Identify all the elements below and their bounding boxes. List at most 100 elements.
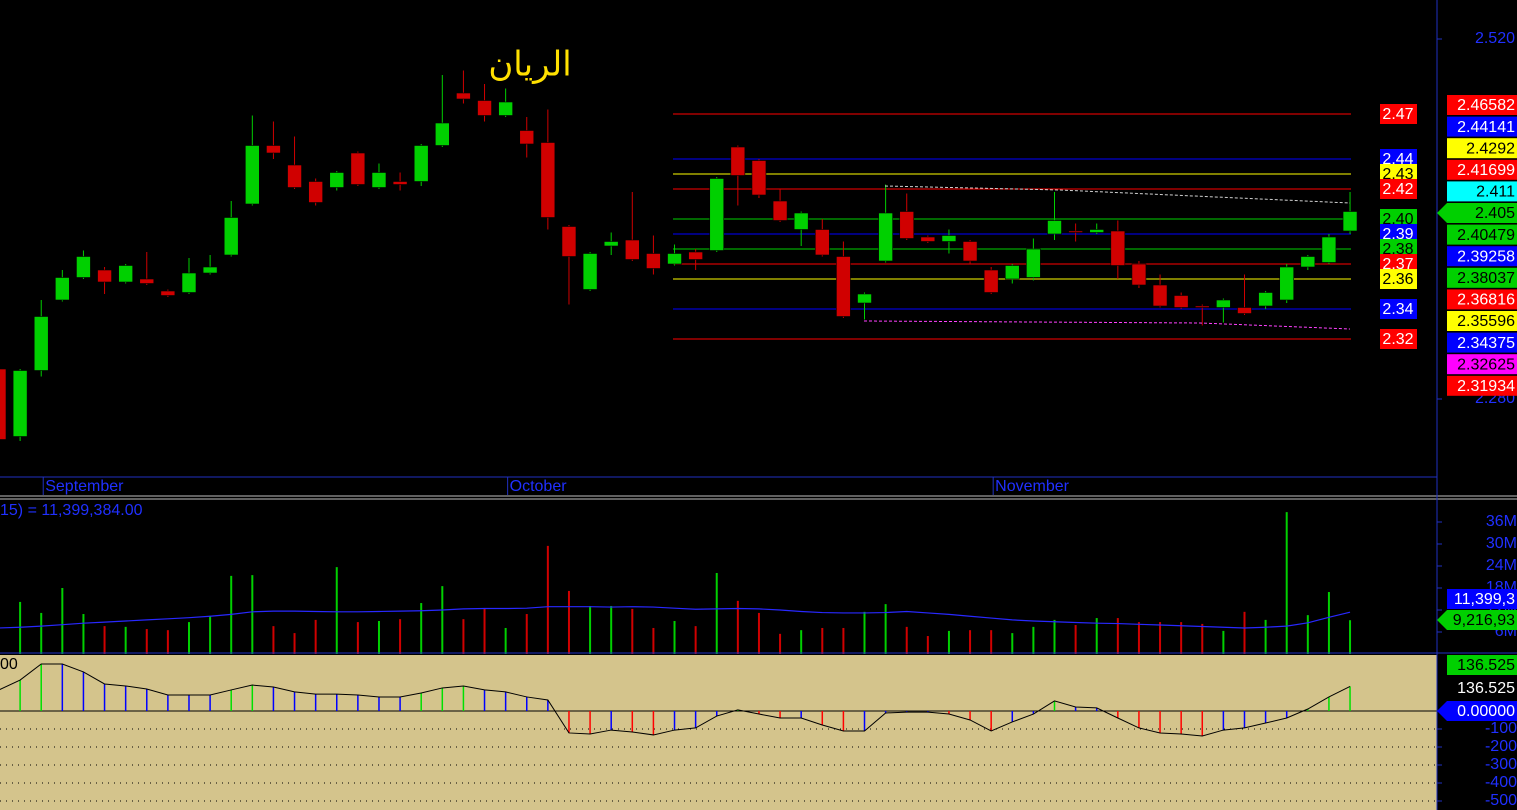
trend-line: [884, 185, 1351, 204]
level-label: 2.39: [1382, 226, 1413, 243]
value-tag: [1447, 610, 1517, 630]
candle-body: [1131, 263, 1147, 286]
value-tag-label: 2.411: [1476, 184, 1515, 201]
value-tag-label: 2.40479: [1457, 227, 1515, 244]
tag-arrow: [1437, 701, 1447, 721]
candle-body: [1110, 230, 1126, 266]
value-tag-label: 2.405: [1475, 205, 1515, 222]
y-tick-label: 2.520: [1475, 30, 1515, 47]
value-tag-label: 136.525: [1457, 657, 1515, 674]
level-label: 2.34: [1382, 301, 1413, 318]
value-tag-label: 2.4292: [1466, 140, 1515, 157]
level-label: 2.40: [1382, 211, 1413, 228]
x-tick-label: September: [45, 478, 124, 495]
trend-line: [863, 320, 1351, 330]
candle-body: [751, 160, 767, 196]
candle-body: [477, 100, 492, 116]
candle-body: [603, 241, 619, 247]
y-tick-label: -100: [1485, 720, 1517, 737]
candle-body: [1004, 265, 1020, 280]
value-tag: [1447, 701, 1517, 721]
value-tag: [1447, 159, 1517, 180]
candle-body: [498, 101, 513, 116]
candle-body: [245, 145, 260, 205]
candle-body: [392, 181, 408, 185]
candle-body: [1342, 211, 1358, 232]
level-tag: [1380, 299, 1417, 319]
y-tick-label: 30M: [1486, 535, 1517, 552]
candle-body: [1026, 248, 1041, 278]
oscillator-line: [0, 663, 1351, 737]
candle-body: [266, 145, 281, 154]
oscillator-background: [0, 655, 1437, 810]
candle-body: [1237, 307, 1252, 314]
y-tick-label: -200: [1485, 738, 1517, 755]
level-tag: [1380, 179, 1417, 199]
value-tag-label: 2.44141: [1457, 119, 1515, 136]
value-tag-label: 2.41699: [1457, 162, 1515, 179]
candle-body: [836, 256, 851, 317]
tag-arrow: [1437, 610, 1447, 630]
candle-body: [33, 316, 49, 371]
y-tick-label: 36M: [1486, 513, 1517, 530]
candle-body: [1279, 266, 1295, 301]
candle-body: [730, 146, 746, 176]
candle-body: [0, 368, 7, 440]
value-tag: [1447, 138, 1517, 159]
candle-body: [12, 370, 28, 437]
candle-body: [962, 241, 978, 262]
candle-body: [1152, 284, 1168, 307]
value-tag: [1447, 375, 1517, 396]
level-label: 2.37: [1382, 256, 1413, 273]
candle-body: [435, 122, 450, 146]
candle-body: [1258, 292, 1273, 307]
value-tag-label: 0.00000: [1457, 703, 1515, 720]
candle-body: [1047, 220, 1062, 235]
candle-body: [899, 211, 915, 239]
candle-body: [287, 164, 302, 188]
candle-body: [223, 217, 239, 256]
chart-title: الريان: [488, 45, 571, 85]
candle-body: [1300, 256, 1316, 268]
candle-body: [371, 172, 387, 188]
candle-body: [350, 152, 366, 185]
value-tag: [1447, 95, 1517, 115]
candle-body: [941, 235, 957, 242]
candle-body: [1173, 295, 1189, 308]
candle-body: [329, 172, 345, 188]
level-label: 2.43: [1382, 166, 1413, 183]
oscillator-note: 00: [0, 656, 18, 673]
candle-body: [118, 265, 133, 283]
tag-arrow: [1437, 203, 1447, 223]
candle-body: [983, 269, 999, 293]
candle-body: [519, 130, 535, 145]
candle-body: [456, 92, 471, 100]
candle-body: [160, 290, 176, 296]
value-tag-label: 2.38037: [1457, 270, 1515, 287]
value-tag: [1447, 678, 1517, 698]
level-label: 2.47: [1382, 106, 1413, 123]
candle-body: [1089, 229, 1105, 233]
level-label: 2.42: [1382, 181, 1413, 198]
candle-body: [920, 236, 936, 242]
candle-body: [1194, 305, 1210, 308]
value-tag-label: 136.525: [1457, 680, 1515, 697]
candle-body: [413, 145, 429, 182]
candle-body: [857, 293, 872, 304]
value-tag: [1447, 267, 1517, 288]
candle-body: [139, 278, 155, 284]
value-tag: [1447, 655, 1517, 675]
value-tag: [1447, 116, 1517, 137]
x-tick-label: November: [995, 478, 1069, 495]
value-tag: [1447, 289, 1517, 310]
value-tag-label: 2.46582: [1457, 97, 1515, 114]
value-tag-label: 2.34375: [1457, 335, 1515, 352]
x-tick-label: October: [510, 478, 568, 495]
y-tick-label: -400: [1485, 774, 1517, 791]
value-tag: [1447, 589, 1517, 609]
candle-body: [709, 178, 725, 251]
value-tag: [1447, 203, 1517, 223]
candle-body: [181, 272, 197, 293]
candle-body: [814, 229, 830, 256]
